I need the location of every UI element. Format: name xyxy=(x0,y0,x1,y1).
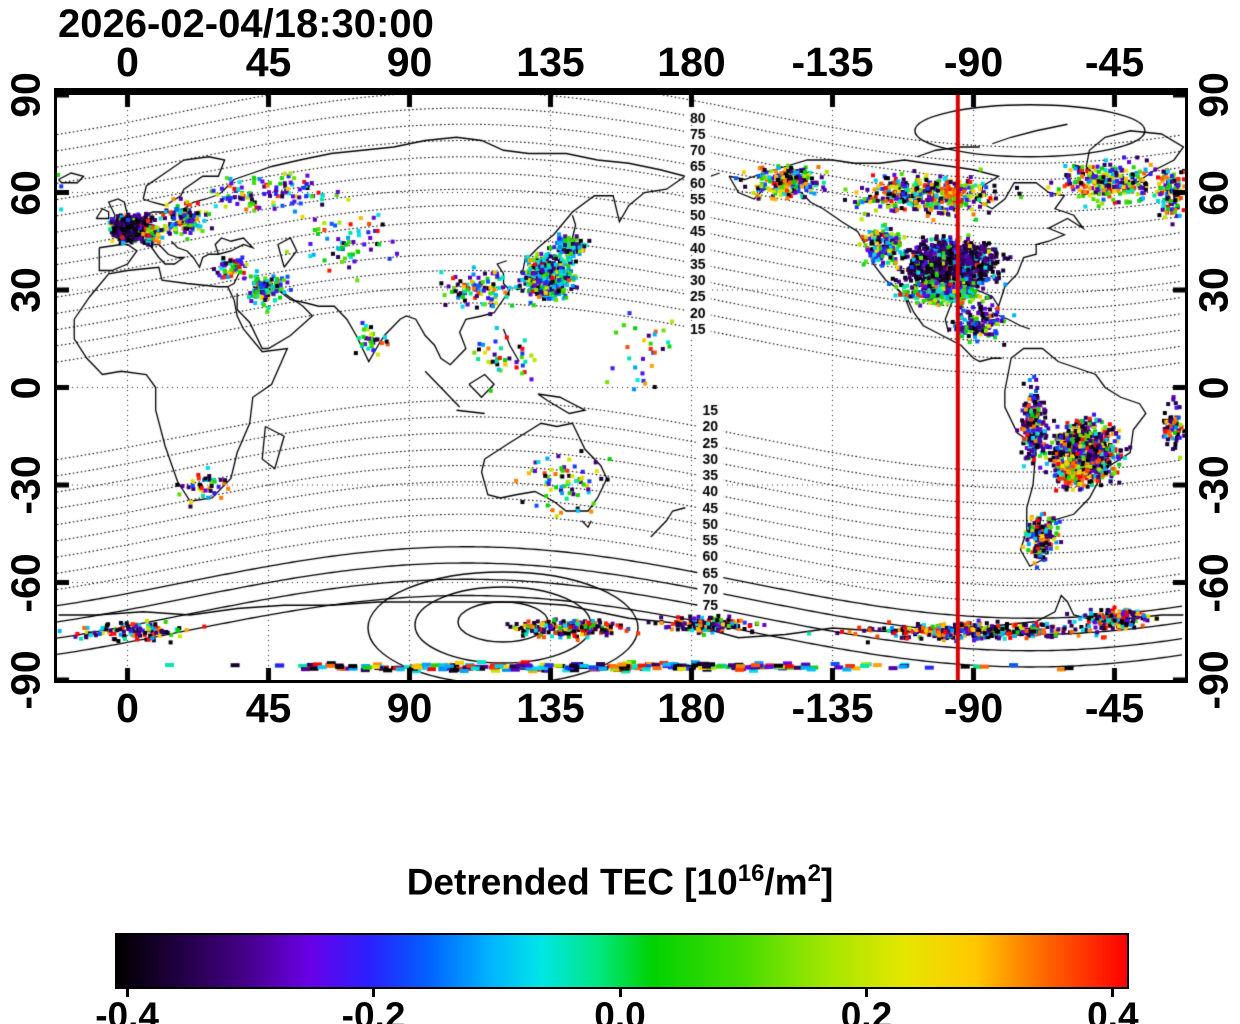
lat-tick-label-left: 30 xyxy=(2,267,49,313)
map-canvas xyxy=(57,95,1185,680)
lon-tick-label-bottom: 0 xyxy=(116,685,139,731)
lat-tick-label-right: -60 xyxy=(1190,552,1237,613)
colorbar-title-exponent: 16 xyxy=(737,860,765,887)
lon-tick-label-bottom: -45 xyxy=(1084,685,1145,731)
colorbar-title-exponent-2: 2 xyxy=(807,860,821,887)
lat-tick-label-right: 0 xyxy=(1190,376,1237,399)
lon-tick-label-bottom: -90 xyxy=(943,685,1004,731)
colorbar-tick-label: -0.2 xyxy=(341,995,406,1024)
lat-tick-label-left: 90 xyxy=(2,72,49,118)
lon-tick-label-bottom: 90 xyxy=(386,685,433,731)
colorbar-tick-label: 0.4 xyxy=(1087,995,1139,1024)
lon-tick-label-top: -135 xyxy=(791,39,874,85)
colorbar-title-close: ] xyxy=(820,861,834,903)
map-plot-frame xyxy=(54,88,1188,683)
colorbar-tick xyxy=(372,987,376,997)
colorbar xyxy=(115,933,1129,989)
colorbar-tick xyxy=(618,987,622,997)
colorbar-title-mid: /m xyxy=(764,861,808,903)
lat-tick-label-right: 60 xyxy=(1190,169,1237,216)
lat-tick-label-left: 60 xyxy=(2,169,49,216)
lon-tick-label-top: 135 xyxy=(516,39,585,85)
lon-tick-label-top: -90 xyxy=(943,39,1004,85)
colorbar-title: Detrended TEC [1016/m2] xyxy=(0,860,1240,903)
lat-tick-label-right: 30 xyxy=(1190,267,1237,313)
lat-tick-label-left: -90 xyxy=(2,650,49,710)
lon-tick-label-top: 90 xyxy=(386,39,433,85)
colorbar-tick-label: 0.2 xyxy=(840,995,893,1024)
lon-tick-label-top: 45 xyxy=(245,39,292,85)
colorbar-title-text: Detrended TEC [10 xyxy=(406,861,738,903)
colorbar-tick-label: 0.0 xyxy=(594,995,646,1024)
colorbar-tick xyxy=(864,987,868,997)
colorbar-tick xyxy=(125,987,129,997)
timestamp: 2026-02-04/18:30:00 xyxy=(58,2,434,46)
lon-tick-label-bottom: 135 xyxy=(516,685,585,731)
lat-tick-label-left: 0 xyxy=(2,376,49,399)
colorbar-tick xyxy=(1111,987,1115,997)
lon-tick-label-bottom: 45 xyxy=(245,685,292,731)
lon-tick-label-bottom: -135 xyxy=(791,685,874,731)
lon-tick-label-top: 180 xyxy=(657,39,726,85)
lat-tick-label-right: -90 xyxy=(1190,650,1237,710)
lat-tick-label-right: 90 xyxy=(1190,72,1237,118)
colorbar-tick-label: -0.4 xyxy=(95,995,159,1024)
lat-tick-label-left: -30 xyxy=(2,455,49,515)
lon-tick-label-bottom: 180 xyxy=(657,685,726,731)
lat-tick-label-right: -30 xyxy=(1190,455,1237,515)
lon-tick-label-top: 0 xyxy=(116,39,139,85)
lat-tick-label-left: -60 xyxy=(2,552,49,613)
lon-tick-label-top: -45 xyxy=(1084,39,1145,85)
